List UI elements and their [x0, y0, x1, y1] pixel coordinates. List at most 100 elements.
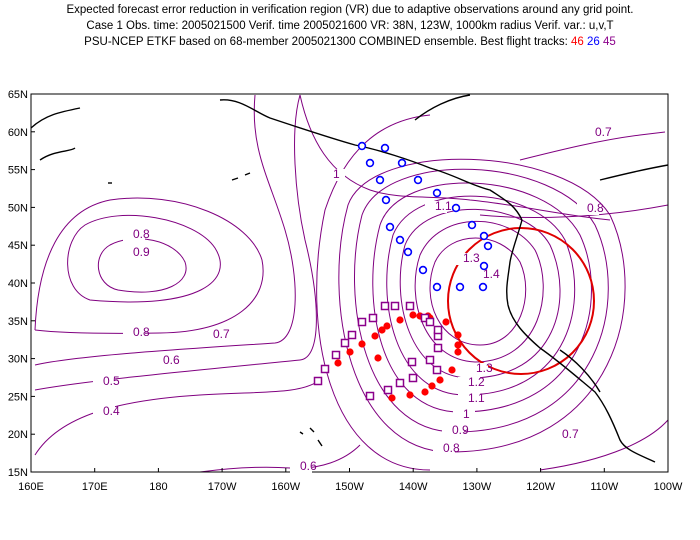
contour-label-bg: [552, 429, 574, 441]
contour-label-bg: [93, 406, 115, 418]
y-tick-label: 20N: [8, 429, 28, 441]
y-tick-label: 55N: [8, 165, 28, 177]
track-26-marker: [380, 143, 390, 153]
track-45-marker: [390, 301, 400, 311]
contour-label: 0.8: [133, 325, 150, 339]
contour-label-bg: [577, 203, 599, 215]
track-46-label: 46: [571, 36, 584, 48]
x-tick-label: 170W: [208, 481, 237, 493]
y-tick-label: 15N: [8, 467, 28, 479]
contour-label: 0.9: [452, 423, 469, 437]
track-45-marker: [433, 325, 443, 335]
track-45-marker: [405, 301, 415, 311]
track-46-marker: [358, 340, 366, 348]
track-46-marker: [334, 359, 342, 367]
y-tick-label: 40N: [8, 278, 28, 290]
track-46-marker: [409, 311, 417, 319]
track-45-marker: [380, 301, 390, 311]
track-26-marker: [479, 261, 489, 271]
track-26-marker: [403, 247, 413, 257]
y-tick-label: 50N: [8, 202, 28, 214]
track-45-marker: [383, 385, 393, 395]
track-26-label: 26: [587, 36, 600, 48]
track-45-marker: [408, 373, 418, 383]
flight-tracks: [313, 141, 493, 402]
contour-label: 0.7: [213, 327, 230, 341]
track-46-marker: [396, 316, 404, 324]
contour-label: 1.4: [483, 267, 500, 281]
contour-label: 1.2: [468, 375, 485, 389]
y-tick-label: 30N: [8, 354, 28, 366]
contour-label: 0.8: [133, 227, 150, 241]
track-26-marker: [432, 188, 442, 198]
track-26-marker: [479, 231, 489, 241]
contour-label: 0.8: [443, 441, 460, 455]
title-line-1: Expected forecast error reduction in ver…: [66, 4, 634, 16]
track-26-marker: [455, 282, 465, 292]
x-tick-label: 140W: [399, 481, 428, 493]
track-45-marker: [365, 391, 375, 401]
contour-label-bg: [153, 355, 175, 367]
track-45-label: 45: [603, 36, 616, 48]
x-tick-label: 100W: [654, 481, 683, 493]
track-26-marker: [385, 222, 395, 232]
x-tick-label: 160E: [18, 481, 44, 493]
contour-label: 1.1: [468, 391, 485, 405]
x-tick-label: 110W: [590, 481, 619, 493]
contour-label: 1.1: [435, 199, 452, 213]
track-46-marker: [378, 326, 386, 334]
track-45-marker: [368, 313, 378, 323]
track-45-marker: [340, 338, 350, 348]
x-tick-label: 120W: [526, 481, 555, 493]
track-45-marker: [425, 317, 435, 327]
contour-label-bg: [458, 377, 480, 389]
contour-label-bg: [473, 269, 495, 281]
track-45-marker: [407, 357, 417, 367]
track-45-marker: [357, 317, 367, 327]
track-45-marker: [395, 378, 405, 388]
contour-label-bg: [585, 127, 607, 139]
track-46-marker: [371, 332, 379, 340]
contour-lines: [34, 94, 669, 473]
title-line-2: Case 1 Obs. time: 2005021500 Verif. time…: [86, 20, 614, 32]
track-46-marker: [436, 376, 444, 384]
track-26-marker: [357, 141, 367, 151]
contour-label-bg: [453, 253, 475, 265]
track-26-marker: [413, 175, 423, 185]
contour-label-group: 0.710.80.80.91.11.31.40.8 0.70.60.50.41.3…: [93, 125, 612, 473]
track-26-marker: [432, 282, 442, 292]
track-26-marker: [467, 220, 477, 230]
y-tick-label: 25N: [8, 391, 28, 403]
y-tick-label: 35N: [8, 316, 28, 328]
contour-label-bg: [203, 329, 225, 341]
track-26-marker: [397, 158, 407, 168]
y-tick-label: 60N: [8, 127, 28, 139]
contour-label-bg: [458, 393, 480, 405]
track-45-marker: [425, 355, 435, 365]
contour-label: 1.3: [463, 251, 480, 265]
contour-label-bg: [425, 201, 447, 213]
contour-label-bg: [453, 409, 475, 421]
coastlines: [30, 94, 669, 463]
contour-label: 0.8: [587, 201, 604, 215]
track-45-marker: [313, 376, 323, 386]
title-line-3: PSU-NCEP ETKF based on 68-member 2005021…: [0, 36, 700, 48]
contour-label-bg: [466, 363, 488, 375]
track-26-marker: [395, 235, 405, 245]
track-26-marker: [375, 175, 385, 185]
title-line-3-prefix: PSU-NCEP ETKF based on 68-member 2005021…: [84, 36, 568, 48]
track-46-marker: [406, 391, 414, 399]
track-46-marker: [454, 331, 462, 339]
contour-label-bg: [93, 376, 115, 388]
track-45-marker: [433, 343, 443, 353]
track-45-marker: [320, 364, 330, 374]
track-46-marker: [421, 388, 429, 396]
track-46-marker: [454, 348, 462, 356]
contour-label-bg: [123, 247, 145, 259]
track-46-marker: [346, 348, 354, 356]
x-tick-label: 180: [149, 481, 167, 493]
contour-label: 0.6: [300, 459, 317, 473]
contour-label: 0.7: [562, 427, 579, 441]
